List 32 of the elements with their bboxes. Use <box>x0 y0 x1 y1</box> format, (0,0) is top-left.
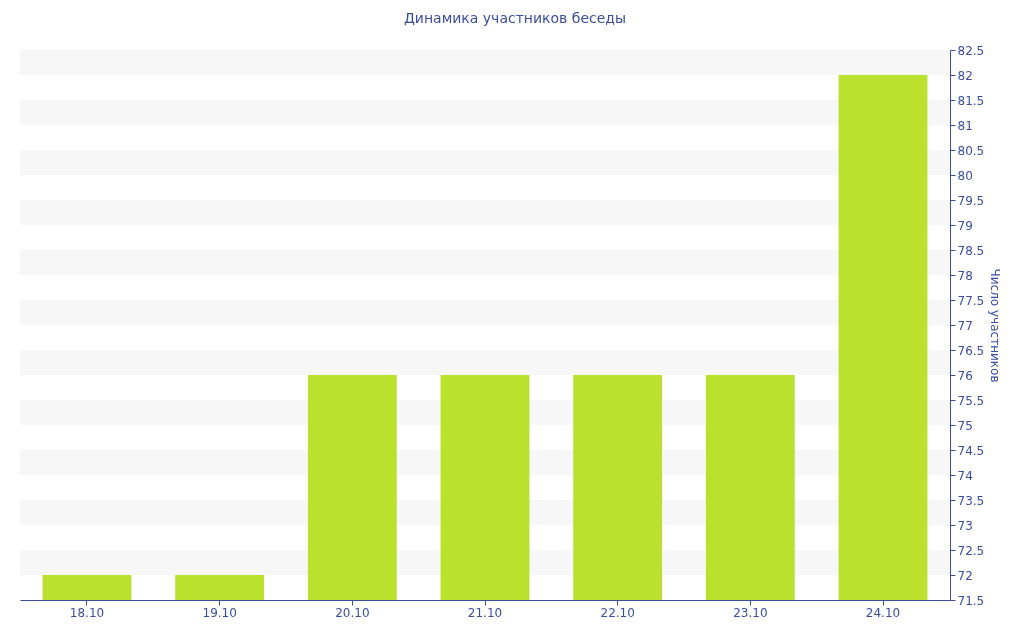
y-tick-label: 76.5 <box>957 343 985 358</box>
y-tick-label: 72.5 <box>957 543 985 558</box>
y-tick-label: 77 <box>957 318 973 333</box>
y-tick-label: 80.5 <box>957 143 985 158</box>
y-axis-title: Число участников <box>988 268 1003 383</box>
y-tick-label: 74 <box>957 468 973 483</box>
y-tick-label: 81 <box>957 118 973 133</box>
x-tick-label: 21.10 <box>467 605 503 620</box>
y-tick-label: 79 <box>957 218 973 233</box>
y-tick-label: 76 <box>957 368 973 383</box>
x-tick-label: 19.10 <box>202 605 237 620</box>
x-tick-label: 20.10 <box>335 605 370 620</box>
y-tick-label: 78 <box>957 268 973 283</box>
y-tick-label: 75.5 <box>957 393 985 408</box>
y-tick-label: 75 <box>957 418 973 433</box>
y-tick-label: 73 <box>957 518 973 533</box>
chart-title: Динамика участников беседы <box>403 10 627 26</box>
y-tick-label: 71.5 <box>957 593 985 608</box>
y-tick-label: 79.5 <box>957 193 985 208</box>
y-tick-label: 82.5 <box>957 43 985 58</box>
x-tick-label: 18.10 <box>69 605 105 620</box>
y-tick-label: 77.5 <box>957 293 985 308</box>
y-tick-label: 82 <box>957 68 973 83</box>
y-tick-label: 73.5 <box>957 493 985 508</box>
x-tick-label: 24.10 <box>865 605 901 620</box>
y-tick-label: 78.5 <box>957 243 985 258</box>
y-tick-label: 80 <box>957 168 973 183</box>
y-tick-label: 81.5 <box>957 93 985 108</box>
x-tick-label: 23.10 <box>733 605 768 620</box>
y-tick-label: 74.5 <box>957 443 985 458</box>
y-tick-label: 72 <box>957 568 973 583</box>
x-tick-label: 22.10 <box>600 605 635 620</box>
